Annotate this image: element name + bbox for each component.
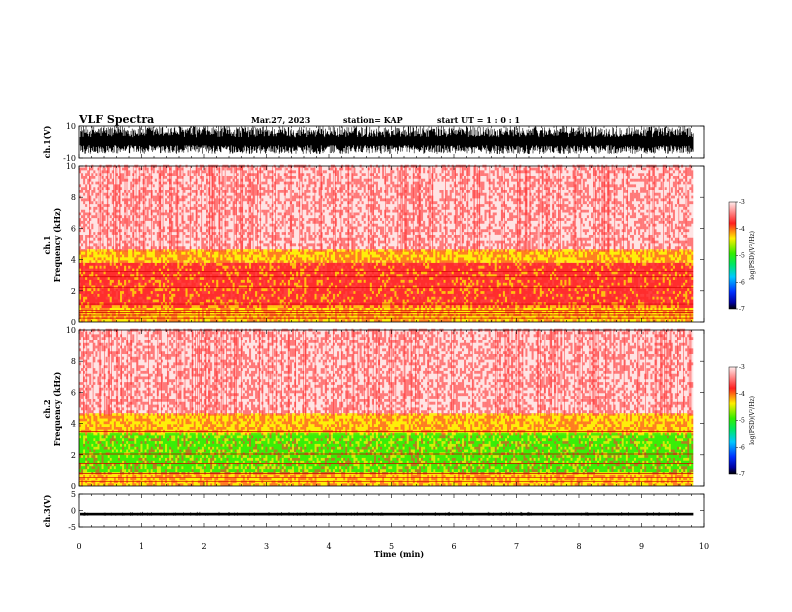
- ch2-spectrogram-ytick-label: 6: [71, 388, 76, 397]
- ch2-colorbar-tick-label: -5: [739, 418, 745, 425]
- ch1-waveform-ytick-label: 10: [66, 122, 76, 131]
- ch1-spectrogram-ylabel-channel: ch.1: [42, 235, 52, 254]
- ch2-spectrogram-texture-red: [79, 328, 694, 487]
- x-tick-label: 8: [576, 542, 581, 551]
- ch3-waveform-ytick-label: -5: [68, 523, 76, 532]
- x-tick-label: 0: [76, 542, 81, 551]
- ch2-spectrogram-ytick-label: 4: [71, 420, 76, 429]
- ch3-waveform-ylabel: ch.3(V): [42, 494, 52, 527]
- ch1-spectrogram-ytick-label: 6: [71, 224, 76, 233]
- ch2-spectrogram-ytick-label: 10: [66, 326, 76, 335]
- header-start-ut: start UT = 1 : 0 : 1: [437, 115, 520, 125]
- x-tick-label: 9: [639, 542, 644, 551]
- x-tick-label: 4: [326, 542, 331, 551]
- header-date: Mar.27, 2023: [251, 115, 311, 125]
- ch3-waveform-ytick-label: 0: [71, 507, 76, 516]
- x-axis-tick-labels: 0 1 2 3 4 5 6 7 8 9 10: [76, 542, 709, 551]
- ch2-colorbar-tick-label: -3: [739, 364, 745, 371]
- ch1-colorbar-tick-label: -5: [739, 253, 745, 260]
- ch1-waveform-ylabel: ch.1(V): [42, 125, 52, 158]
- ch1-spectrogram-band-3: [79, 166, 694, 251]
- ch1-spectrogram-texture-yellow: [79, 249, 694, 323]
- ch3-waveform-trace: [80, 512, 694, 516]
- ch2-spectrogram-band-0: [79, 473, 694, 486]
- ch1-spectrogram-ytick-label: 8: [71, 193, 76, 202]
- ch1-spectrogram-ylabel-frequency: Frequency (kHz): [52, 207, 62, 282]
- x-tick-label: 2: [201, 542, 206, 551]
- ch3-waveform-frame: [78, 493, 705, 528]
- ch2-colorbar-tick-label: -7: [739, 471, 745, 478]
- header-station: station= KAP: [343, 115, 403, 125]
- ch3-waveform-panel: 5 0 -5: [68, 490, 705, 532]
- ch1-colorbar-tick-label: -3: [739, 199, 745, 206]
- x-axis-label: Time (min): [374, 549, 424, 559]
- figure-title: VLF Spectra: [78, 113, 154, 126]
- x-tick-label: 7: [514, 542, 519, 551]
- x-tick-label: 5: [389, 542, 394, 551]
- ch1-spectrogram-ytick-label: 4: [71, 256, 76, 265]
- x-tick-label: 3: [264, 542, 269, 551]
- ch2-colorbar-scale: [728, 366, 737, 475]
- ch2-spectrogram-sferics: [83, 330, 692, 416]
- ch1-waveform-trace: [79, 126, 694, 154]
- ch3-waveform-spikes: [82, 511, 680, 516]
- x-tick-label: 1: [139, 542, 144, 551]
- ch1-colorbar-tick-label: -4: [739, 226, 745, 233]
- ch3-waveform-ytick-label: 5: [71, 490, 76, 499]
- ch2-spectrogram-ytick-label: 8: [71, 357, 76, 366]
- ch1-waveform-ytick-label: -10: [63, 154, 76, 163]
- ch2-spectrogram-texture-green: [79, 432, 694, 473]
- ch1-colorbar-scale: [728, 201, 737, 310]
- x-tick-label: 10: [699, 542, 709, 551]
- ch2-colorbar-tick-label: -4: [739, 391, 745, 398]
- ch2-spectrogram-band-3: [79, 330, 694, 415]
- ch2-colorbar-label: log(PSD)(V²/Hz): [749, 396, 756, 445]
- ch1-spectrogram-ytick-label: 2: [71, 287, 76, 296]
- ch1-colorbar: -3 -4 -5 -6 -7 log(PSD)(V²/Hz): [728, 199, 756, 313]
- ch2-spectrogram-no-data: [693, 330, 704, 486]
- ch1-waveform-panel: 10 -10: [63, 122, 705, 163]
- ch1-spectrogram-sferics: [89, 166, 687, 252]
- ch1-colorbar-tick-label: -7: [739, 306, 745, 313]
- ch2-spectrogram-band-2: [79, 414, 694, 435]
- x-tick-label: 6: [451, 542, 456, 551]
- ch1-colorbar-label: log(PSD)(V²/Hz): [749, 231, 756, 280]
- ch2-spectrogram-panel: 0 2 4 6 8 10: [66, 326, 705, 491]
- ch2-spectrogram-ylabel-channel: ch.2: [42, 399, 52, 418]
- ch2-colorbar-tick-label: -6: [739, 444, 745, 451]
- ch2-spectrogram-ytick-label: 2: [71, 451, 76, 460]
- ch1-colorbar-tick-label: -6: [739, 279, 745, 286]
- ch1-spectrogram-band-1: [79, 262, 694, 308]
- ch1-spectrogram-panel: 0 2 4 6 8 10: [66, 162, 705, 327]
- ch1-spectrogram-ytick-label: 0: [71, 318, 76, 327]
- ch2-spectrogram-ylabel-frequency: Frequency (kHz): [52, 371, 62, 446]
- ch1-spectrogram-no-data: [693, 166, 704, 322]
- ch1-spectrogram-band-2: [79, 250, 694, 263]
- ch1-spectrogram-ytick-label: 10: [66, 162, 76, 171]
- ch2-spectrogram-ytick-label: 0: [71, 482, 76, 491]
- ch2-colorbar: -3 -4 -5 -6 -7 log(PSD)(V²/Hz): [728, 364, 756, 478]
